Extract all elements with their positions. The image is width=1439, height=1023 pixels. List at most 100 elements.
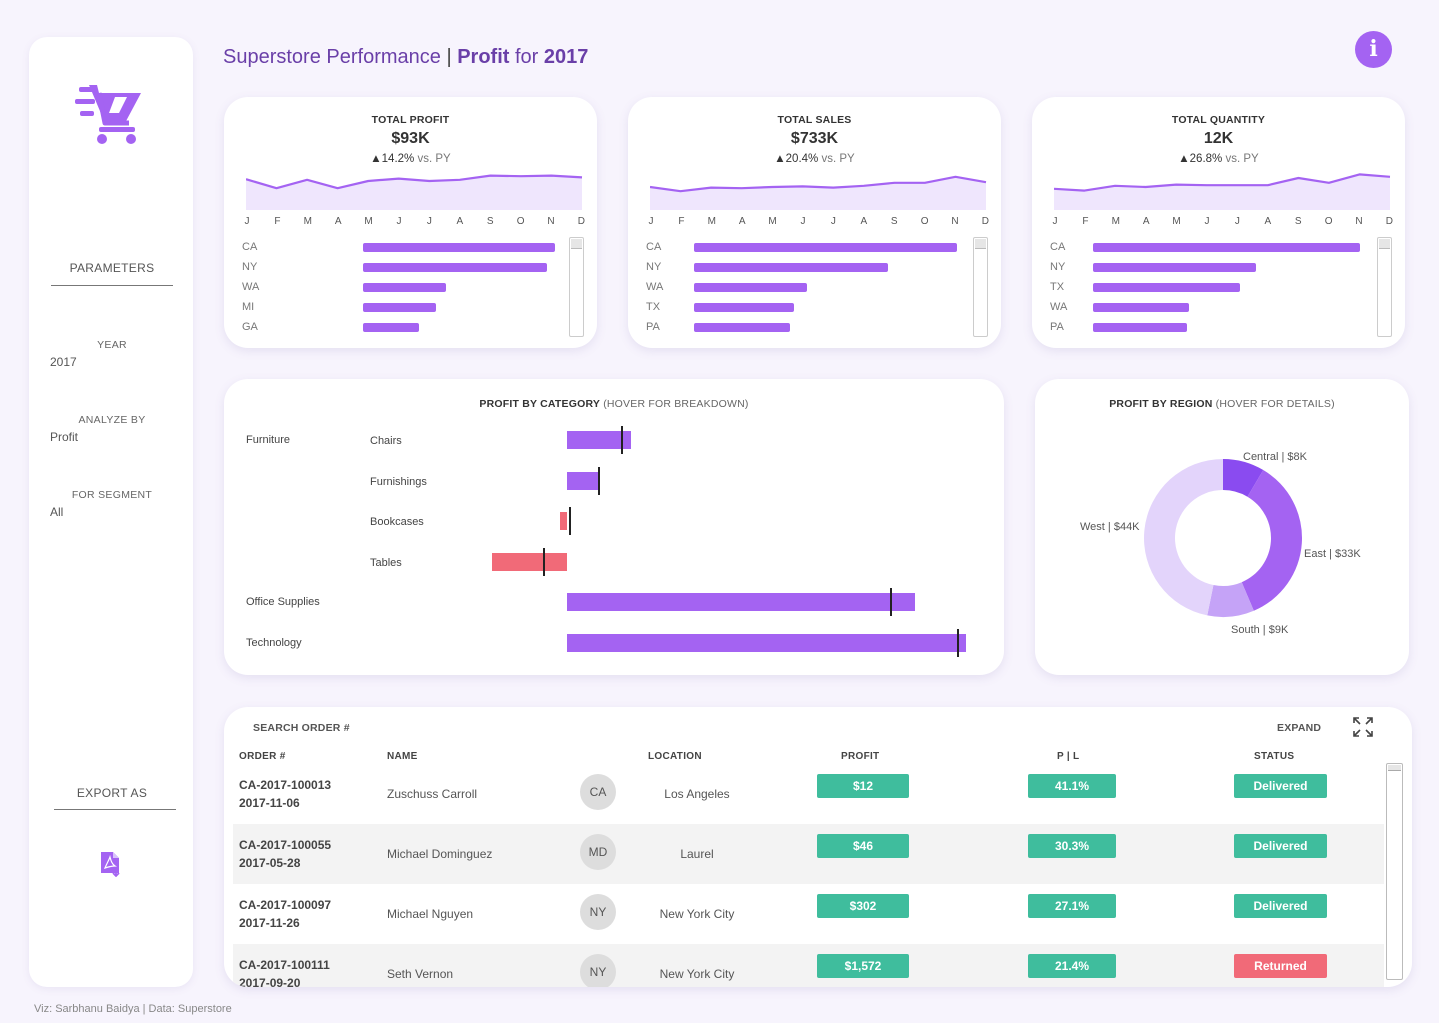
state-bar[interactable] xyxy=(363,243,555,252)
analyze-by-label: ANALYZE BY xyxy=(78,414,146,426)
table-row[interactable]: CA-2017-100097 2017-11-26 Michael Nguyen NY… xyxy=(233,884,1384,944)
region-slice[interactable] xyxy=(1241,470,1302,611)
kpi-card-sales[interactable]: TOTAL SALES $733K ▲20.4% vs. PY J F M A M J J A S O N… xyxy=(628,97,1001,348)
state-row[interactable]: NY xyxy=(242,260,562,280)
state-row[interactable]: TX xyxy=(1050,280,1370,300)
search-order-label[interactable]: SEARCH ORDER # xyxy=(253,722,350,734)
trend-area xyxy=(1054,174,1390,210)
order-date: 2017-09-20 xyxy=(239,976,301,987)
category-bar[interactable] xyxy=(567,593,915,611)
state-row[interactable]: PA xyxy=(646,320,966,340)
state-scrollbar[interactable] xyxy=(973,237,988,337)
region-donut-chart[interactable]: Central | $8K East | $33K South | $9K West … xyxy=(1035,379,1409,675)
segment-label: FOR SEGMENT xyxy=(71,489,153,501)
kpi-trend-chart[interactable] xyxy=(1054,170,1391,210)
state-bar[interactable] xyxy=(694,263,889,272)
state-bar[interactable] xyxy=(1093,303,1189,312)
region-label: South | $9K xyxy=(1231,624,1289,636)
state-row[interactable]: WA xyxy=(1050,300,1370,320)
header-name[interactable]: NAME xyxy=(387,751,418,762)
state-row[interactable]: NY xyxy=(1050,260,1370,280)
prior-year-marker xyxy=(598,466,600,495)
profit-by-region-card: PROFIT BY REGION (HOVER FOR DETAILS) Cen… xyxy=(1035,379,1409,675)
parameters-divider xyxy=(51,285,173,286)
parameters-label: PARAMETERS xyxy=(69,261,155,275)
header-profit[interactable]: PROFIT xyxy=(841,751,880,762)
state-scrollbar[interactable] xyxy=(569,237,584,337)
info-icon[interactable]: i xyxy=(1355,31,1392,68)
state-bar[interactable] xyxy=(694,303,795,312)
customer-name: Seth Vernon xyxy=(387,967,454,981)
table-scrollbar-thumb[interactable] xyxy=(1388,765,1401,771)
state-row[interactable]: TX xyxy=(646,300,966,320)
year-selector[interactable]: 2017 xyxy=(50,355,77,369)
header-location[interactable]: LOCATION xyxy=(648,751,702,762)
category-bar[interactable] xyxy=(567,431,631,449)
state-row[interactable]: CA xyxy=(646,240,966,260)
month-tick: N xyxy=(1355,216,1363,227)
header-pl[interactable]: P | L xyxy=(1057,751,1080,762)
table-row[interactable]: CA-2017-100111 2017-09-20 Seth Vernon NY New… xyxy=(233,944,1384,987)
state-bar[interactable] xyxy=(363,263,547,272)
state-row[interactable]: NY xyxy=(646,260,966,280)
state-bar[interactable] xyxy=(363,323,420,332)
kpi-card-profit[interactable]: TOTAL PROFIT $93K ▲14.2% vs. PY J F M A M J J A S O N… xyxy=(224,97,597,348)
location: Los Angeles xyxy=(664,787,730,801)
region-chart-title-bold: PROFIT BY REGION xyxy=(1109,398,1213,410)
state-bar[interactable] xyxy=(363,283,447,292)
order-date: 2017-11-06 xyxy=(239,796,300,810)
month-tick: J xyxy=(396,216,402,227)
category-label: Office Supplies xyxy=(246,596,320,608)
state-bar[interactable] xyxy=(1093,283,1240,292)
state-row[interactable]: PA xyxy=(1050,320,1370,340)
expand-icon[interactable] xyxy=(1352,716,1374,738)
state-bar[interactable] xyxy=(363,303,437,312)
title-year: 2017 xyxy=(543,46,589,68)
state-row[interactable]: GA xyxy=(242,320,562,340)
pdf-export-icon[interactable] xyxy=(99,851,123,877)
table-row[interactable]: CA-2017-100013 2017-11-06 Zuschuss Carroll… xyxy=(233,764,1384,824)
category-bar[interactable] xyxy=(567,471,600,490)
state-row[interactable]: CA xyxy=(1050,240,1370,260)
state-bar[interactable] xyxy=(694,323,791,332)
export-divider xyxy=(54,809,176,810)
state-avatar: NY xyxy=(580,894,616,930)
segment-selector[interactable]: All xyxy=(50,505,64,519)
state-bar[interactable] xyxy=(694,283,807,292)
region-slice[interactable] xyxy=(1207,582,1254,617)
state-bar[interactable] xyxy=(1093,323,1187,332)
title-for: for xyxy=(509,46,544,68)
pl-badge: 27.1% xyxy=(1028,894,1116,918)
state-row[interactable]: MI xyxy=(242,300,562,320)
category-chart-hint: (HOVER FOR BREAKDOWN) xyxy=(600,398,749,410)
kpi-card-quantity[interactable]: TOTAL QUANTITY 12K ▲26.8% vs. PY J F M A M J J A S O… xyxy=(1032,97,1405,348)
table-row[interactable]: CA-2017-100055 2017-05-28 Michael Domingue… xyxy=(233,824,1384,884)
state-scrollbar[interactable] xyxy=(1377,237,1392,337)
region-label: East | $33K xyxy=(1304,548,1361,560)
state-bar[interactable] xyxy=(694,243,957,252)
category-bar[interactable] xyxy=(567,633,966,652)
kpi-trend-chart[interactable] xyxy=(246,170,583,210)
header-order[interactable]: ORDER # xyxy=(239,751,286,762)
state-row[interactable]: CA xyxy=(242,240,562,260)
state-name: TX xyxy=(1050,281,1065,293)
orders-table-card: SEARCH ORDER # EXPAND ORDER # NAME LOCAT… xyxy=(224,707,1412,987)
category-bar[interactable] xyxy=(492,552,567,571)
region-slice[interactable] xyxy=(1223,459,1264,497)
category-bar[interactable] xyxy=(560,512,567,530)
analyze-by-selector[interactable]: Profit xyxy=(50,430,79,444)
header-status[interactable]: STATUS xyxy=(1254,751,1295,762)
state-row[interactable]: WA xyxy=(242,280,562,300)
region-slice[interactable] xyxy=(1144,459,1223,616)
pl-badge: 21.4% xyxy=(1028,954,1116,978)
state-bar[interactable] xyxy=(1093,263,1256,272)
state-scrollbar-thumb[interactable] xyxy=(571,239,582,249)
table-scrollbar[interactable] xyxy=(1386,763,1403,980)
kpi-trend-chart[interactable] xyxy=(650,170,987,210)
state-row[interactable]: WA xyxy=(646,280,966,300)
order-id-cell: CA-2017-100055 2017-05-28 xyxy=(239,836,331,872)
expand-label[interactable]: EXPAND xyxy=(1277,722,1322,734)
state-bar[interactable] xyxy=(1093,243,1360,252)
state-scrollbar-thumb[interactable] xyxy=(1379,239,1390,249)
state-scrollbar-thumb[interactable] xyxy=(975,239,986,249)
